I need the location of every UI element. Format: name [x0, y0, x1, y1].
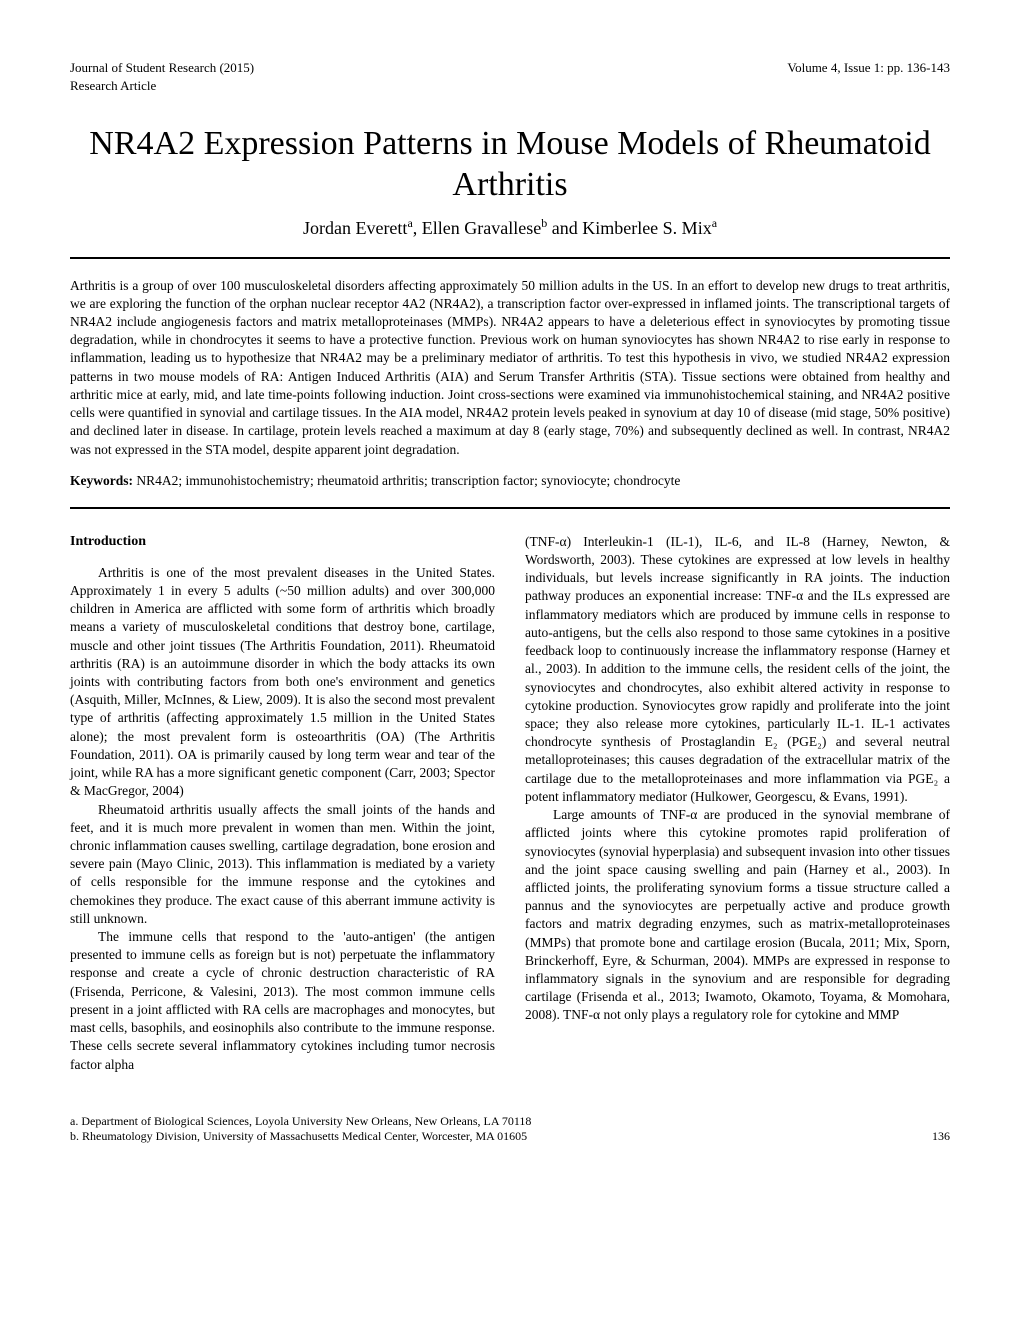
footer: a. Department of Biological Sciences, Lo…: [70, 1114, 950, 1144]
paragraph: The immune cells that respond to the 'au…: [70, 928, 495, 1074]
paragraph: Rheumatoid arthritis usually affects the…: [70, 801, 495, 929]
rule-top: [70, 257, 950, 259]
left-column: Introduction Arthritis is one of the mos…: [70, 533, 495, 1074]
abstract: Arthritis is a group of over 100 musculo…: [70, 277, 950, 459]
keywords-list: NR4A2; immunohistochemistry; rheumatoid …: [136, 473, 680, 488]
authors: Jordan Everetta, Ellen Gravalleseb and K…: [70, 216, 950, 239]
affiliation-b: b. Rheumatology Division, University of …: [70, 1129, 527, 1144]
section-heading-introduction: Introduction: [70, 533, 495, 552]
keywords: Keywords: NR4A2; immunohistochemistry; r…: [70, 473, 950, 489]
paragraph: (TNF-α) Interleukin-1 (IL-1), IL-6, and …: [525, 533, 950, 806]
paragraph: Arthritis is one of the most prevalent d…: [70, 564, 495, 801]
paragraph: Large amounts of TNF-α are produced in t…: [525, 806, 950, 1025]
page-number: 136: [932, 1129, 950, 1144]
journal-name: Journal of Student Research (2015): [70, 60, 254, 76]
affiliation-a: a. Department of Biological Sciences, Lo…: [70, 1114, 950, 1129]
volume-issue: Volume 4, Issue 1: pp. 136-143: [787, 60, 950, 76]
keywords-label: Keywords:: [70, 473, 133, 488]
rule-bottom: [70, 507, 950, 509]
article-type: Research Article: [70, 78, 950, 94]
article-title: NR4A2 Expression Patterns in Mouse Model…: [70, 124, 950, 206]
right-column: (TNF-α) Interleukin-1 (IL-1), IL-6, and …: [525, 533, 950, 1074]
